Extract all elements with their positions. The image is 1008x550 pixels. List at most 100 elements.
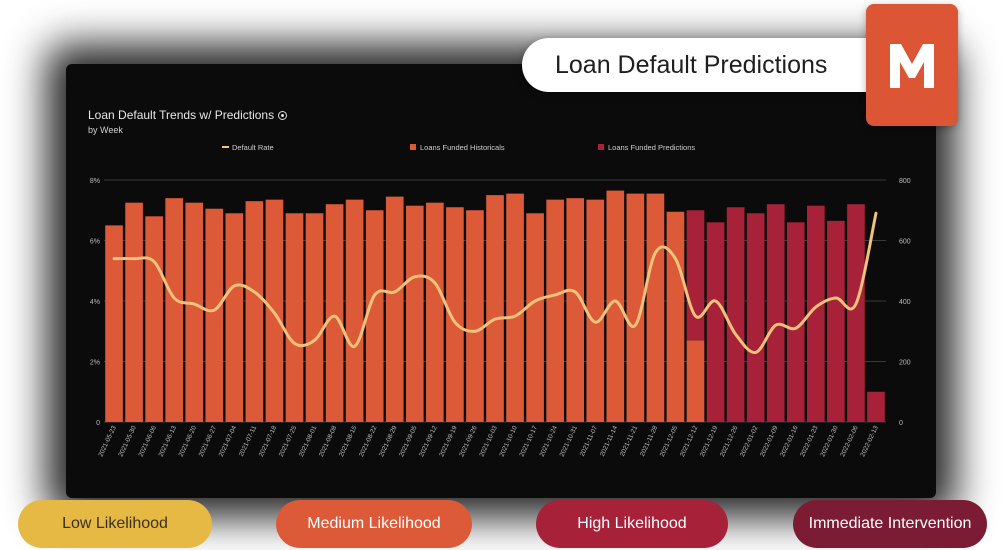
default-rate-line (112, 211, 878, 354)
legend-label: Loans Funded Predictions (608, 143, 695, 152)
bar-historical (365, 210, 384, 422)
page-title-pill: Loan Default Predictions (522, 38, 892, 92)
bar-prediction (706, 222, 725, 422)
bar-historical (105, 225, 123, 422)
bar-historical (205, 208, 224, 422)
x-tick-label: 2021-07-18 (258, 425, 279, 458)
chip-immediate-intervention[interactable]: Immediate Intervention (793, 500, 987, 548)
x-tick-label: 2021-11-28 (639, 425, 659, 458)
bar-prediction (867, 391, 885, 422)
bar-historical (225, 213, 244, 422)
legend-label: Default Rate (232, 143, 274, 152)
x-tick-label: 2021-07-04 (218, 425, 239, 458)
bar-historical (566, 198, 585, 422)
x-tick-label: 2021-06-13 (158, 425, 179, 458)
right-tick-label: 200 (899, 360, 911, 367)
bar-historical (586, 199, 605, 422)
right-tick-label: 400 (899, 299, 911, 306)
bar-historical (285, 213, 304, 422)
x-tick-label: 2022-01-23 (799, 425, 820, 458)
x-tick-label: 2021-07-11 (238, 425, 258, 458)
bar-historical (506, 193, 524, 422)
chip-high-likelihood[interactable]: High Likelihood (536, 500, 728, 548)
bar-prediction (766, 204, 785, 422)
x-tick-label: 2021-07-25 (278, 425, 299, 458)
bar-historical (245, 201, 264, 422)
x-tick-label: 2021-08-15 (338, 425, 359, 458)
bar-historical (546, 199, 564, 422)
bar-historical (486, 195, 504, 422)
bar-historical (466, 210, 484, 422)
x-tick-label: 2021-10-31 (559, 425, 580, 458)
left-tick-label: 8% (90, 178, 100, 185)
bar-historical (426, 202, 444, 422)
x-tick-label: 2021-05-30 (117, 425, 138, 458)
x-tick-label: 2021-11-07 (579, 425, 599, 458)
bar-historical (626, 193, 645, 422)
x-tick-label: 2022-02-13 (859, 425, 880, 458)
right-tick-label: 0 (899, 420, 903, 427)
bar-prediction (686, 210, 705, 341)
bar-historical (526, 213, 544, 422)
right-tick-label: 600 (899, 239, 911, 246)
x-tick-label: 2021-10-24 (539, 425, 560, 458)
x-tick-label: 2021-11-14 (599, 425, 619, 458)
logo (866, 4, 958, 126)
chart-title: Loan Default Trends w/ Predictions (88, 108, 288, 122)
x-tick-label: 2021-06-20 (178, 425, 199, 458)
bar-prediction (827, 220, 845, 422)
x-tick-label: 2021-06-27 (198, 425, 219, 458)
chip-medium-likelihood[interactable]: Medium Likelihood (276, 500, 472, 548)
bar-historical (686, 340, 705, 422)
x-tick-label: 2021-10-10 (498, 425, 519, 458)
x-tick-label: 2021-05-23 (97, 425, 118, 458)
x-tick-label: 2021-12-26 (719, 425, 740, 458)
bar-historical (405, 205, 424, 422)
x-tick-label: 2022-01-16 (779, 425, 800, 458)
x-tick-label: 2021-08-08 (318, 425, 339, 458)
info-icon[interactable] (278, 111, 288, 120)
x-tick-label: 2021-09-12 (418, 425, 439, 458)
legend-swatch-box (410, 144, 416, 150)
x-tick-label: 2022-01-02 (739, 425, 760, 458)
bar-historical (446, 207, 464, 422)
x-tick-label: 2021-09-05 (398, 425, 419, 458)
left-tick-label: 6% (90, 239, 100, 246)
x-tick-label: 2022-02-06 (839, 425, 860, 458)
bar-historical (165, 198, 184, 422)
chip-low-likelihood[interactable]: Low Likelihood (18, 500, 212, 548)
bar-prediction (786, 222, 805, 422)
chart-subtitle: by Week (88, 125, 123, 135)
logo-m-icon (890, 44, 934, 88)
page-title: Loan Default Predictions (555, 51, 828, 79)
left-tick-label: 2% (90, 360, 100, 367)
bar-historical (666, 211, 685, 422)
bar-historical (325, 204, 344, 422)
x-tick-label: 2021-12-19 (699, 425, 720, 458)
bar-historical (125, 202, 143, 422)
x-tick-label: 2021-08-22 (358, 425, 379, 458)
bar-prediction (806, 205, 825, 422)
bar-historical (145, 216, 163, 422)
bar-historical (606, 190, 625, 422)
legend-swatch-box (598, 144, 604, 150)
bar-prediction (726, 207, 745, 422)
x-tick-label: 2022-01-30 (819, 425, 840, 458)
bar-historical (305, 213, 324, 422)
x-tick-label: 2021-06-06 (138, 425, 159, 458)
x-tick-label: 2021-12-05 (659, 425, 680, 458)
x-tick-label: 2021-09-26 (458, 425, 479, 458)
bar-historical (185, 202, 204, 422)
x-tick-label: 2021-11-21 (619, 425, 639, 458)
x-tick-label: 2021-10-03 (478, 425, 499, 458)
bar-historical (385, 196, 404, 422)
x-tick-label: 2021-08-01 (298, 425, 319, 458)
x-tick-label: 2021-12-12 (679, 425, 700, 458)
x-tick-label: 2021-10-17 (519, 425, 540, 458)
x-tick-label: 2022-01-09 (759, 425, 780, 458)
x-tick-label: 2021-08-29 (378, 425, 399, 458)
bar-prediction (847, 204, 865, 422)
left-tick-label: 0 (96, 420, 100, 427)
bar-prediction (746, 213, 765, 422)
